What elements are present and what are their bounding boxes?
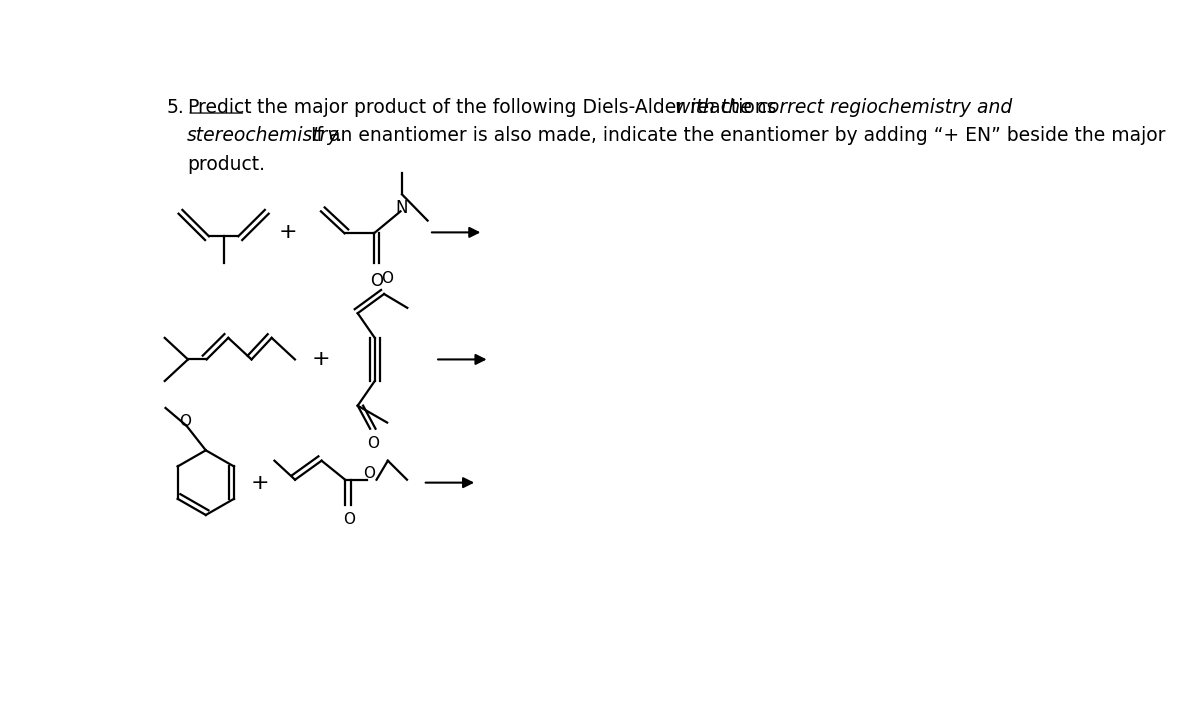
Text: O: O (371, 272, 384, 290)
Text: O: O (367, 437, 379, 451)
Text: 5.: 5. (167, 97, 185, 117)
Text: +: + (311, 349, 330, 370)
Text: product.: product. (187, 154, 265, 173)
Text: O: O (179, 415, 191, 429)
Text: Predict: Predict (187, 97, 252, 117)
Text: If an enantiomer is also made, indicate the enantiomer by adding “+ EN” beside t: If an enantiomer is also made, indicate … (305, 126, 1165, 145)
Text: with the correct regiochemistry and: with the correct regiochemistry and (676, 97, 1013, 117)
Text: +: + (278, 223, 298, 242)
Text: the major product of the following Diels-Alder reactions: the major product of the following Diels… (245, 97, 782, 117)
Text: O: O (382, 272, 394, 287)
Text: O: O (362, 466, 374, 481)
Text: O: O (343, 513, 355, 528)
Text: +: + (251, 473, 269, 493)
Text: stereochemistry.: stereochemistry. (187, 126, 344, 145)
Text: N: N (396, 198, 408, 217)
